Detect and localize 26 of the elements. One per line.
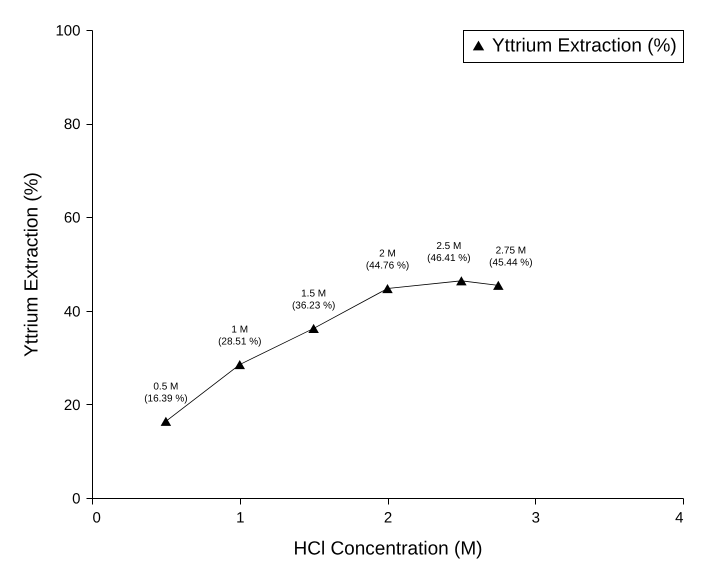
- data-label: 1 M (28.51 %): [218, 324, 262, 348]
- x-tick-label: 3: [532, 510, 540, 526]
- point: [234, 360, 245, 370]
- x-tick-label: 2: [384, 510, 392, 526]
- y-tick-label: 80: [64, 116, 80, 134]
- legend-label: Yttrium Extraction (%): [492, 36, 677, 56]
- x-tick-label: 1: [236, 510, 244, 526]
- x-tick-label: 0: [92, 510, 101, 526]
- data-label: 2.75 M (45.44 %): [489, 245, 533, 268]
- point: [382, 284, 393, 294]
- y-tick-label: 20: [64, 396, 80, 414]
- point: [493, 280, 504, 290]
- point: [160, 416, 172, 426]
- data-label: 0.5 M (16.39 %): [144, 381, 188, 404]
- x-tick-label: 4: [675, 510, 684, 526]
- point: [308, 324, 319, 333]
- point: [456, 276, 467, 286]
- y-tick-label: 100: [55, 22, 80, 40]
- x-axis-title: HCl Concentration (M): [294, 538, 482, 560]
- data-label: 2 M (44.76 %): [366, 248, 410, 272]
- y-tick-label: 40: [64, 303, 80, 320]
- y-tick-label: 0: [72, 490, 80, 508]
- data-label: 2.5 M (46.41 %): [427, 240, 471, 264]
- y-tick-label: 60: [64, 210, 80, 227]
- data-label: 1.5 M (36.23 %): [292, 288, 336, 312]
- y-axis-title: Yttrium Extraction (%): [21, 172, 42, 357]
